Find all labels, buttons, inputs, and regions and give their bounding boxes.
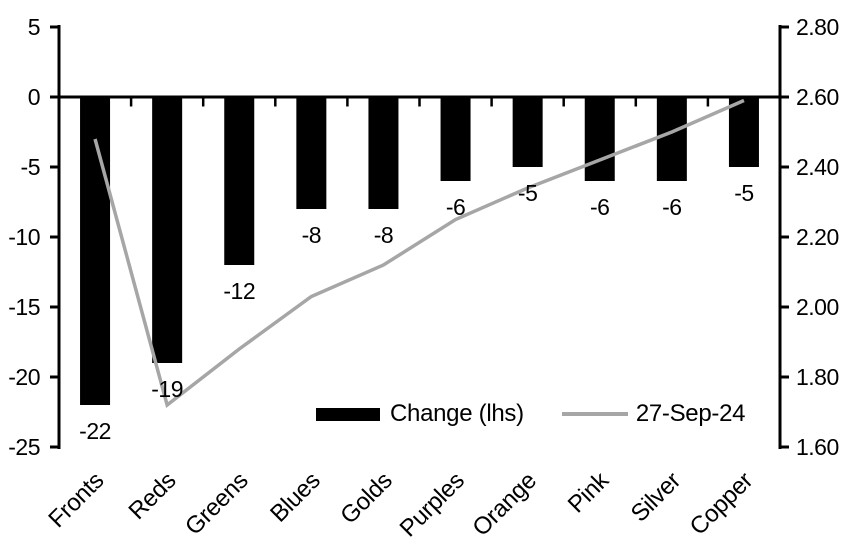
bar-data-label: -5 — [518, 180, 537, 206]
left-axis-tick-label: -10 — [8, 224, 40, 250]
bar — [728, 97, 759, 167]
legend-label-bar-series: Change (lhs) — [390, 400, 524, 427]
x-axis-category-label: Greens — [180, 467, 254, 541]
right-axis-tick-label: 2.20 — [796, 224, 839, 250]
bar-series-group — [80, 97, 759, 405]
legend-label-line-series: 27-Sep-24 — [635, 400, 746, 427]
x-axis-category-label: Fronts — [43, 467, 109, 533]
line-series-path — [93, 98, 745, 408]
bar-swatch-icon — [316, 407, 380, 421]
bar — [80, 97, 111, 405]
bar — [224, 97, 255, 265]
bar-data-label: -8 — [374, 222, 393, 248]
left-axis-tick-label: -15 — [8, 294, 40, 320]
bar-data-label: -19 — [151, 376, 183, 402]
legend: Change (lhs) 27-Sep-24 — [316, 400, 746, 428]
right-axis-tick-label: 1.80 — [796, 364, 839, 390]
bar — [296, 97, 327, 209]
left-axis-tick-label: -5 — [21, 154, 40, 180]
x-axis-category-label: Silver — [626, 467, 686, 527]
axes-group — [50, 25, 789, 449]
x-axis-category-label: Orange — [467, 467, 541, 541]
x-axis-category-label: Blues — [265, 467, 326, 528]
bar-data-label: -12 — [223, 278, 255, 304]
x-axis-category-label: Pink — [563, 466, 615, 518]
right-axis-tick-label: 1.60 — [796, 434, 839, 460]
bar — [656, 97, 687, 181]
right-axis-tick-label: 2.80 — [796, 14, 839, 40]
x-axis-category-label: Golds — [335, 467, 398, 530]
x-axis-category-label: Reds — [124, 467, 182, 525]
bar-data-label: -6 — [590, 194, 609, 220]
right-axis-tick-label: 2.00 — [796, 294, 839, 320]
line-series-group — [93, 98, 745, 408]
bar-data-label: -5 — [734, 180, 753, 206]
right-axis-tick-label: 2.40 — [796, 154, 839, 180]
bar-data-label: -22 — [79, 418, 111, 444]
bar-data-label: -6 — [446, 194, 465, 220]
bar-data-label: -8 — [302, 222, 321, 248]
bar-data-label: -6 — [662, 194, 681, 220]
left-axis-tick-label: -25 — [8, 434, 40, 460]
legend-entry-line-series: 27-Sep-24 — [561, 400, 746, 428]
x-axis-category-label: Purples — [395, 467, 470, 542]
legend-entry-bar-series: Change (lhs) — [316, 400, 524, 428]
bar — [368, 97, 399, 209]
x-axis-category-label: Copper — [685, 467, 759, 541]
left-axis-tick-label: 0 — [28, 84, 40, 110]
bar — [584, 97, 615, 181]
right-axis-tick-label: 2.60 — [796, 84, 839, 110]
left-axis-tick-label: 5 — [28, 14, 40, 40]
bar — [152, 97, 183, 363]
bar — [512, 97, 543, 167]
bar — [440, 97, 471, 181]
line-swatch-icon — [561, 412, 628, 416]
left-axis-tick-label: -20 — [8, 364, 40, 390]
